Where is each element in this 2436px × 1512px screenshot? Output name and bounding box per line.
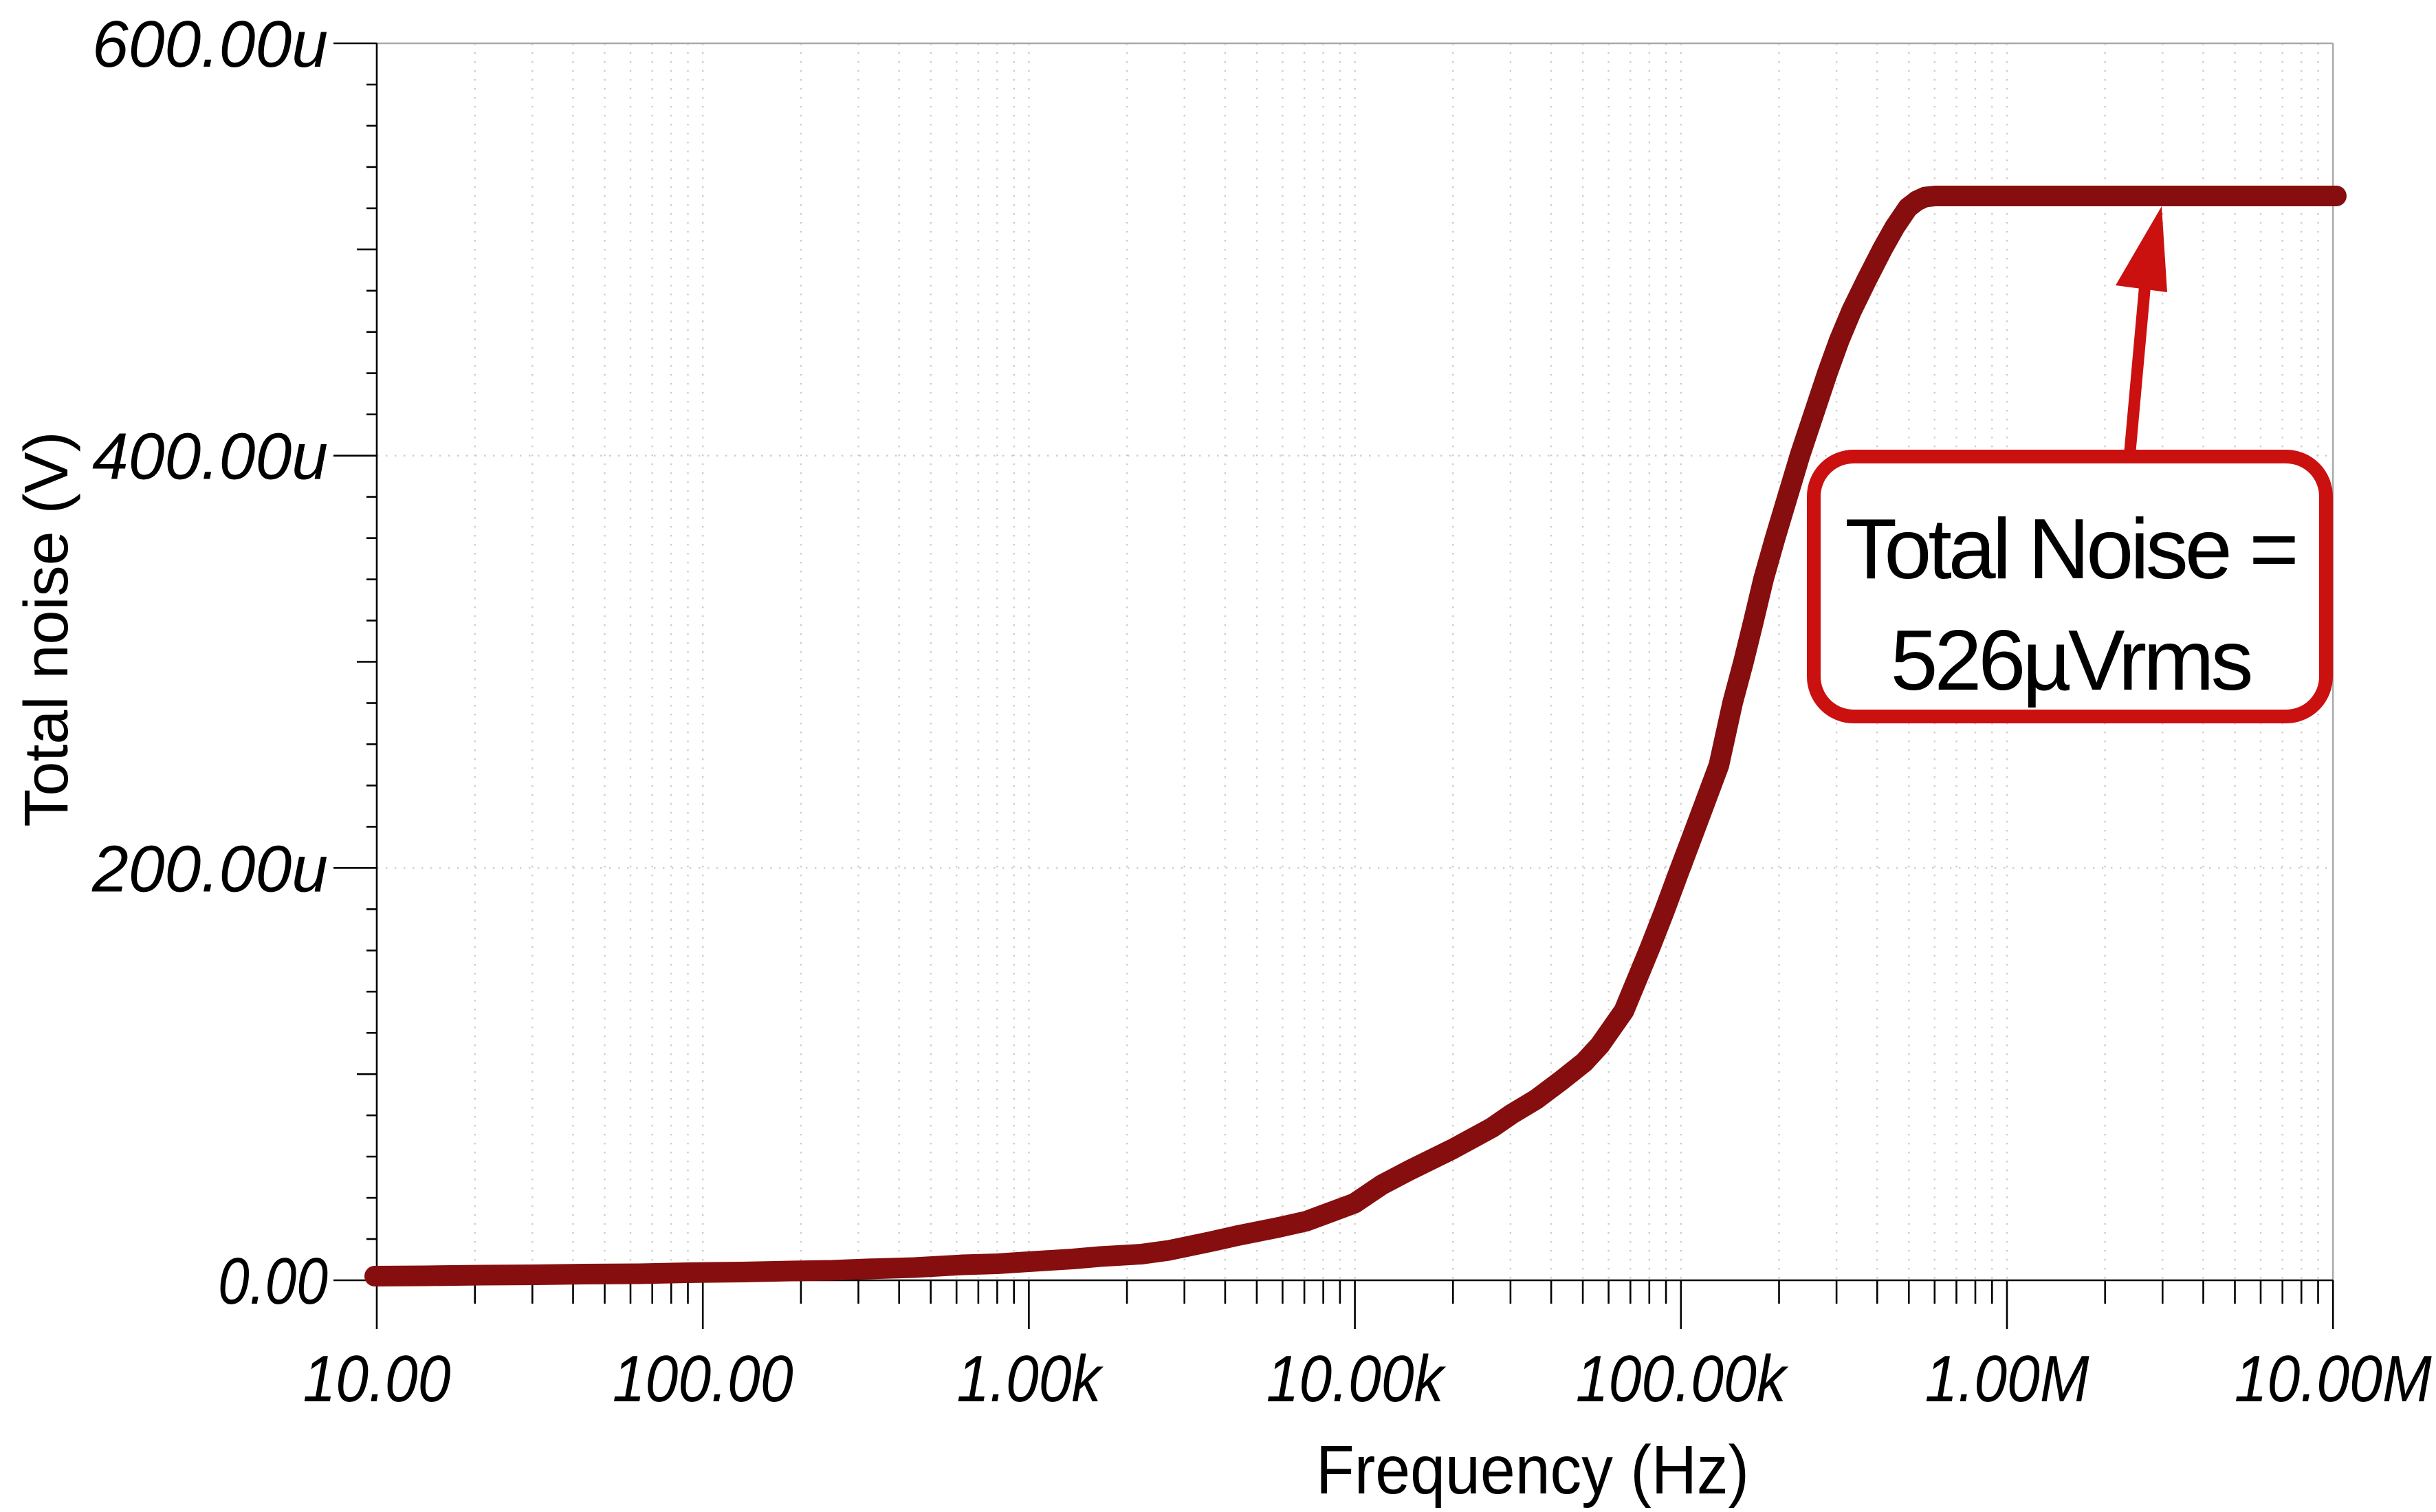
svg-text:600.00u: 600.00u: [92, 8, 328, 81]
svg-text:Total Noise =: Total Noise =: [1845, 502, 2295, 597]
svg-text:400.00u: 400.00u: [92, 420, 328, 494]
svg-text:200.00u: 200.00u: [91, 832, 328, 906]
svg-text:100.00k: 100.00k: [1576, 1342, 1789, 1416]
svg-text:Total noise (V): Total noise (V): [12, 431, 81, 826]
svg-text:100.00: 100.00: [613, 1342, 793, 1416]
svg-text:1.00M: 1.00M: [1925, 1342, 2089, 1416]
svg-text:Frequency (Hz): Frequency (Hz): [1316, 1432, 1749, 1509]
svg-text:10.00k: 10.00k: [1266, 1342, 1447, 1416]
svg-text:10.00: 10.00: [303, 1342, 451, 1416]
svg-text:10.00M: 10.00M: [2235, 1342, 2432, 1416]
svg-text:0.00: 0.00: [218, 1245, 328, 1318]
svg-text:526µVrms: 526µVrms: [1890, 613, 2250, 708]
svg-text:1.00k: 1.00k: [956, 1342, 1104, 1416]
